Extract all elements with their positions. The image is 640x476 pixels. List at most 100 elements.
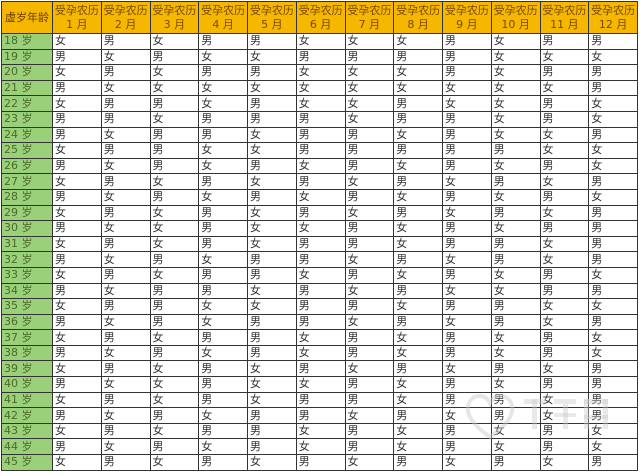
gender-cell: 男 [247, 438, 297, 456]
gender-cell: 男 [588, 204, 638, 222]
gender-cell: 男 [393, 360, 443, 378]
gender-cell: 男 [539, 438, 590, 456]
gender-cell: 女 [588, 95, 638, 112]
gender-cell: 女 [100, 79, 151, 97]
gender-cell: 女 [588, 438, 638, 456]
gender-cell: 男 [198, 173, 248, 190]
gender-cell: 男 [539, 220, 590, 237]
month-prefix: 受孕农历 [493, 3, 538, 17]
gender-cell: 男 [588, 220, 638, 237]
gender-cell: 男 [588, 454, 638, 471]
gender-cell: 男 [295, 126, 346, 144]
gender-cell: 女 [295, 79, 346, 97]
gender-cell: 女 [344, 454, 395, 471]
gender-cell: 男 [100, 173, 151, 190]
gender-cell: 女 [198, 48, 248, 66]
gender-cell: 女 [247, 391, 297, 409]
gender-cell: 女 [198, 157, 248, 175]
gender-cell: 男 [344, 220, 395, 237]
gender-cell: 女 [247, 220, 297, 237]
month-column-header: 受孕农历 7 月 [344, 1, 395, 34]
age-cell: 26 岁 [1, 157, 53, 175]
gender-cell: 女 [198, 344, 248, 362]
gender-cell: 女 [295, 438, 346, 456]
gender-cell: 男 [442, 188, 492, 206]
gender-cell: 女 [198, 407, 248, 424]
gender-cell: 女 [100, 438, 151, 456]
gender-cell: 女 [393, 298, 443, 315]
gender-cell: 女 [539, 235, 590, 253]
month-label: 6 月 [309, 17, 332, 31]
gender-cell: 女 [490, 266, 541, 284]
age-cell: 31 岁 [1, 235, 53, 253]
gender-cell: 男 [393, 142, 443, 159]
gender-cell: 女 [100, 313, 151, 331]
gender-cell: 女 [393, 235, 443, 253]
gender-cell: 女 [198, 438, 248, 456]
gender-cell: 男 [247, 188, 297, 206]
gender-cell: 男 [539, 282, 590, 300]
gender-cell: 男 [149, 282, 200, 300]
gender-cell: 女 [490, 48, 541, 66]
gender-cell: 男 [52, 220, 102, 237]
gender-cell: 男 [198, 329, 248, 346]
gender-cell: 女 [344, 173, 395, 190]
table-row: 33 岁女男女男男女男女男女男女 [1, 266, 638, 284]
gender-cell: 男 [442, 110, 492, 128]
gender-cell: 女 [490, 95, 541, 112]
month-prefix: 受孕农历 [54, 3, 99, 17]
table-row: 39 岁女男女男女男女男女男女男 [1, 360, 638, 378]
gender-cell: 女 [247, 142, 297, 159]
gender-cell: 女 [490, 110, 541, 128]
gender-cell: 女 [149, 110, 200, 128]
month-prefix: 受孕农历 [347, 3, 392, 17]
age-cell: 23 岁 [1, 110, 53, 128]
month-label: 9 月 [456, 17, 478, 31]
gender-cell: 男 [295, 204, 346, 222]
gender-cell: 男 [344, 142, 395, 159]
age-cell: 29 岁 [1, 204, 53, 222]
gender-cell: 女 [344, 204, 395, 222]
gender-cell: 女 [490, 126, 541, 144]
gender-cell: 男 [198, 220, 248, 237]
gender-cell: 男 [52, 313, 102, 331]
gender-cell: 女 [295, 33, 346, 50]
table-row: 24 岁男女男男女男男女男女女男 [1, 126, 638, 144]
gender-cell: 男 [344, 438, 395, 456]
gender-cell: 女 [393, 266, 443, 284]
gender-cell: 男 [588, 251, 638, 268]
month-label: 3 月 [163, 17, 186, 31]
gender-cell: 女 [198, 313, 248, 331]
gender-cell: 女 [490, 344, 541, 362]
gender-cell: 男 [490, 173, 541, 190]
gender-cell: 女 [149, 220, 200, 237]
gender-cell: 女 [52, 204, 102, 222]
gender-cell: 女 [344, 360, 395, 378]
month-column-header: 受孕农历 4 月 [198, 1, 248, 34]
gender-cell: 女 [295, 157, 346, 175]
gender-cell: 男 [442, 33, 492, 50]
gender-cell: 女 [100, 157, 151, 175]
gender-cell: 女 [588, 329, 638, 346]
gender-cell: 男 [490, 454, 541, 471]
age-cell: 38 岁 [1, 344, 53, 362]
gender-cell: 女 [539, 251, 590, 268]
gender-cell: 男 [393, 407, 443, 424]
gender-cell: 男 [539, 64, 590, 81]
gender-cell: 男 [344, 235, 395, 253]
month-prefix: 受孕农历 [444, 3, 489, 17]
gender-cell: 女 [149, 376, 200, 393]
month-prefix: 受孕农历 [591, 3, 636, 17]
gender-cell: 男 [52, 126, 102, 144]
gender-cell: 女 [149, 391, 200, 409]
table-row: 19 岁男女男女女男男男男女女女 [1, 48, 638, 66]
gender-cell: 男 [490, 391, 541, 409]
gender-cell: 男 [588, 313, 638, 331]
gender-cell: 女 [149, 173, 200, 190]
gender-cell: 女 [344, 407, 395, 424]
gender-cell: 女 [344, 282, 395, 300]
gender-cell: 男 [198, 282, 248, 300]
table-body: 18 岁女男女男男女女女男女男男 19 岁男女男女女男男男男女女女 20 岁女男女男… [1, 33, 638, 471]
gender-cell: 男 [198, 204, 248, 222]
table-row: 37 岁女男女男男女男女男女男女 [1, 329, 638, 346]
